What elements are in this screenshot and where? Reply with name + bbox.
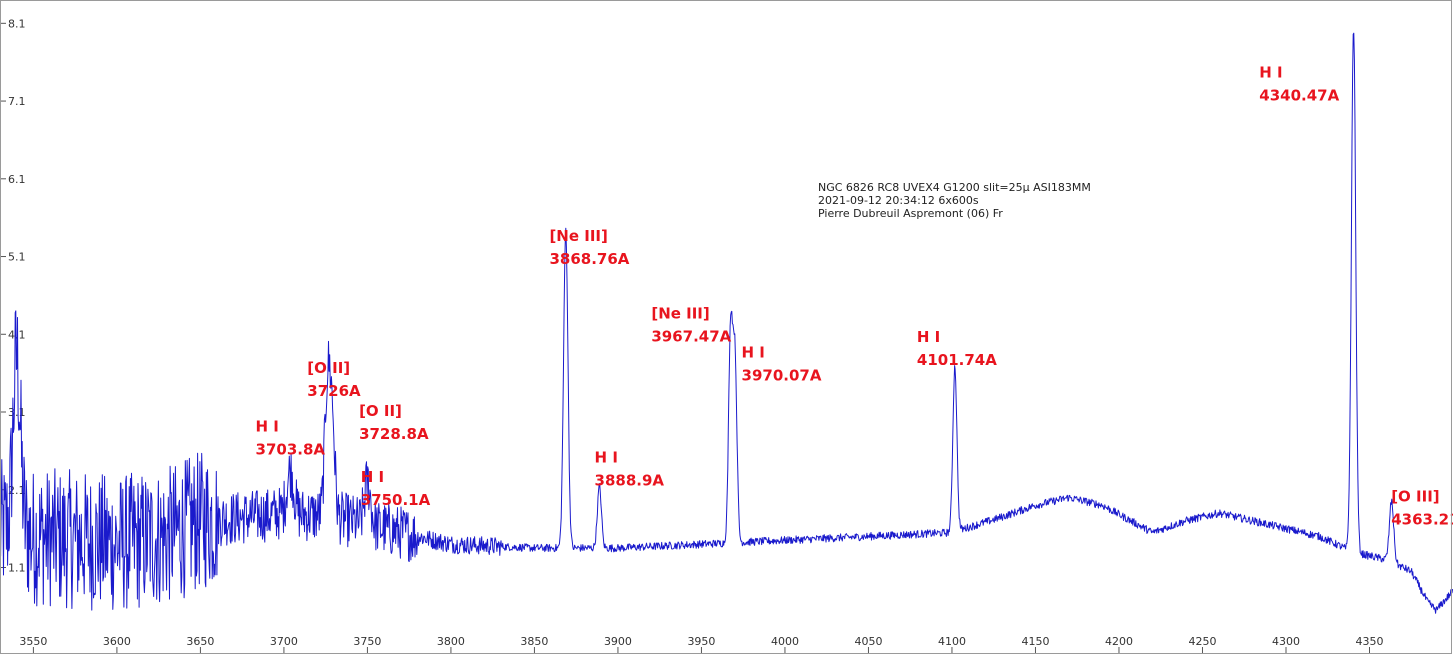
annotation-wavelength: 3703.8A [256,440,326,458]
x-tick-label: 4350 [1355,635,1383,648]
annotation-species: [O II] [359,402,402,420]
y-tick-label: 3.1 [8,406,26,419]
line-annotations: H I 3703.8A [O II] 3726A [O II] 3728.8A H I 375… [256,64,1453,529]
line-annotation: H I 4340.47A [1259,64,1339,105]
line-annotation: H I 3888.9A [595,449,665,490]
line-annotation: H I 4101.74A [917,328,997,369]
annotation-species: H I [595,449,618,467]
x-tick-label: 3750 [353,635,381,648]
annotation-species: H I [1259,64,1282,82]
line-annotation: H I 3703.8A [256,417,326,458]
annotation-wavelength: 3970.07A [742,367,822,385]
x-tick-label: 4150 [1021,635,1049,648]
info-block: NGC 6826 RC8 UVEX4 G1200 slit=25µ ASI183… [818,181,1091,220]
line-annotation: [O II] 3726A [307,359,361,400]
line-annotation: H I 3750.1A [361,468,431,509]
x-tick-label: 3850 [520,635,548,648]
y-tick-label: 7.1 [8,95,26,108]
annotation-wavelength: 3728.8A [359,425,429,443]
line-annotation: [O III] 4363.21A [1391,487,1453,528]
info-line: Pierre Dubreuil Aspremont (06) Fr [818,207,1003,220]
line-annotation: [Ne III] 3967.47A [651,305,731,346]
x-tick-label: 4050 [854,635,882,648]
x-axis: 3550 3600 3650 3700 3750 3800 3850 3900 3950 4000… [19,635,1383,653]
annotation-wavelength: 3868.76A [549,250,629,268]
x-tick-label: 3600 [103,635,131,648]
annotation-wavelength: 3750.1A [361,491,431,509]
annotation-wavelength: 3726A [307,382,361,400]
spectrum-line [0,32,1453,614]
x-tick-label: 3550 [19,635,47,648]
y-tick-label: 4.1 [8,328,26,341]
line-annotation: [Ne III] 3868.76A [549,227,629,268]
x-tick-label: 3700 [270,635,298,648]
x-tick-label: 4250 [1188,635,1216,648]
x-tick-label: 4000 [771,635,799,648]
annotation-species: H I [917,328,940,346]
x-tick-label: 3950 [687,635,715,648]
line-annotation: [O II] 3728.8A [359,402,429,443]
annotation-species: H I [361,468,384,486]
annotation-wavelength: 3967.47A [651,328,731,346]
x-tick-label: 3800 [437,635,465,648]
annotation-wavelength: 4101.74A [917,351,997,369]
info-line: 2021-09-12 20:34:12 6x600s [818,194,979,207]
annotation-wavelength: 4340.47A [1259,87,1339,105]
annotation-species: [O II] [307,359,350,377]
info-line: NGC 6826 RC8 UVEX4 G1200 slit=25µ ASI183… [818,181,1091,194]
annotation-species: [Ne III] [651,305,709,323]
x-tick-label: 3900 [604,635,632,648]
y-tick-label: 8.1 [8,17,26,30]
y-tick-label: 5.1 [8,251,26,264]
line-annotation: H I 3970.07A [742,344,822,385]
annotation-species: [O III] [1391,487,1439,505]
y-tick-label: 1.1 [8,561,26,574]
x-tick-label: 4300 [1272,635,1300,648]
annotation-species: [Ne III] [549,227,607,245]
x-tick-label: 3650 [186,635,214,648]
y-tick-label: 6.1 [8,173,26,186]
annotation-species: H I [256,417,279,435]
x-tick-label: 4200 [1105,635,1133,648]
annotation-wavelength: 4363.21A [1391,510,1453,528]
x-tick-label: 4100 [938,635,966,648]
annotation-species: H I [742,344,765,362]
annotation-wavelength: 3888.9A [595,472,665,490]
